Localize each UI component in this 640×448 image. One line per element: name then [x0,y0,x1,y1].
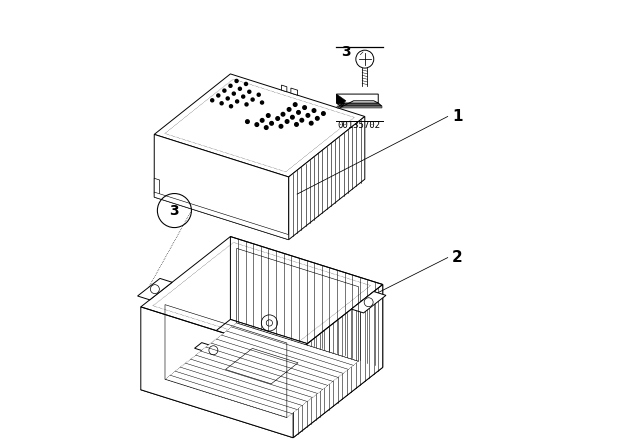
Circle shape [229,84,232,87]
Circle shape [251,98,254,101]
Circle shape [223,89,226,92]
Circle shape [312,109,316,112]
Polygon shape [337,94,346,108]
Circle shape [297,111,300,114]
Circle shape [238,87,241,90]
Circle shape [270,121,273,125]
Circle shape [279,125,283,128]
Circle shape [246,120,249,123]
Circle shape [264,126,268,129]
Circle shape [281,112,285,116]
Polygon shape [282,85,287,92]
Circle shape [306,114,310,117]
Circle shape [266,114,270,117]
Polygon shape [195,343,232,358]
Circle shape [285,120,289,123]
Polygon shape [165,323,358,418]
Text: 3: 3 [342,45,351,60]
Text: 1: 1 [452,109,463,124]
Polygon shape [337,106,382,108]
Polygon shape [154,74,365,177]
Polygon shape [351,292,386,313]
Polygon shape [337,103,382,106]
Circle shape [236,100,239,103]
Circle shape [309,121,313,125]
Circle shape [248,90,251,93]
Circle shape [257,93,260,96]
Circle shape [276,117,280,120]
Circle shape [316,116,319,120]
Circle shape [232,92,236,95]
Circle shape [242,95,244,98]
Text: 3: 3 [170,203,179,218]
Polygon shape [141,319,383,438]
Circle shape [217,94,220,97]
Circle shape [244,82,248,86]
Circle shape [255,123,259,126]
Polygon shape [291,88,298,95]
Circle shape [260,119,264,122]
Circle shape [287,108,291,111]
Circle shape [294,123,298,126]
Circle shape [322,112,325,115]
Circle shape [226,97,229,100]
Circle shape [220,102,223,105]
Polygon shape [293,284,383,438]
Circle shape [300,118,303,122]
Text: 2: 2 [452,250,463,265]
Circle shape [291,116,294,119]
Circle shape [230,105,232,108]
Circle shape [235,79,238,82]
Circle shape [245,103,248,106]
Polygon shape [154,192,289,240]
Circle shape [303,106,307,109]
Circle shape [260,101,264,104]
Polygon shape [154,178,159,196]
Circle shape [211,99,214,102]
Polygon shape [289,116,365,240]
Polygon shape [230,237,383,367]
Circle shape [293,103,297,106]
Polygon shape [154,134,289,240]
Polygon shape [138,278,172,300]
Text: 00135702: 00135702 [338,121,381,130]
Polygon shape [141,307,293,438]
